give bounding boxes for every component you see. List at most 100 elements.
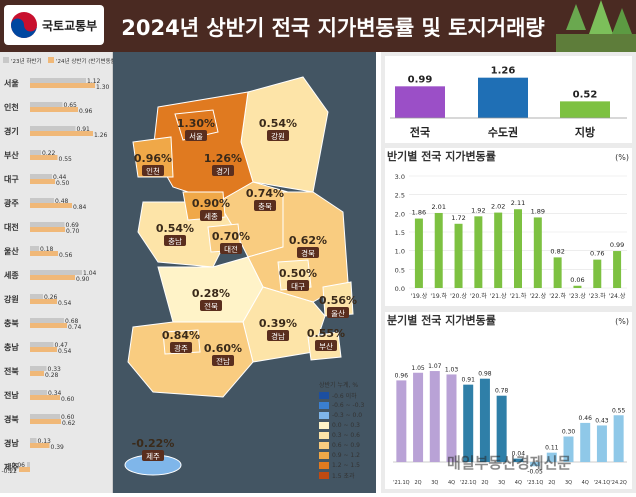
map-region-name: 제주 [146,452,160,461]
half-ytick: 0.0 [395,285,405,293]
quarter-bar [479,378,490,462]
map-legend-swatch [319,472,329,479]
half-value-label: 0.99 [610,241,624,249]
quarter-bar [446,374,457,462]
map-region-badge [200,300,222,311]
quarter-xtick: 2Q [415,480,422,486]
quarter-value-label: 0.46 [579,415,593,422]
half-xtick: '20.상 [450,292,467,300]
map-region-badge [170,342,192,353]
quarter-xtick: '23.1Q [527,480,544,486]
quarter-xtick: 2Q [548,480,555,486]
region-label: 인천 [4,102,19,112]
map-region-badge [315,340,337,351]
map-legend-item: 0.9 ~ 1.2 [319,451,364,460]
value-label-prev: 0.69 [66,222,80,229]
value-label-curr: 1.26 [94,132,108,139]
quarter-value-label: 0.04 [512,451,526,458]
map-value-label: 0.39% [259,317,297,330]
half-ytick: 3.0 [395,173,405,181]
korea-map: 1.30%서울0.96%인천1.26%경기0.54%강원0.90%세종0.74%… [124,76,357,476]
value-label-curr: 0.62 [62,420,76,427]
half-value-label: 2.01 [431,203,445,211]
map-legend-swatch [319,402,329,409]
page-title: 2024년 상반기 전국 지가변동률 및 토지거래량 [121,16,545,40]
map-legend-swatch [319,452,329,459]
half-bar [533,217,542,288]
half-xtick: '20.하 [470,292,487,300]
regional-bar-chart: '23년 하반기 '24년 상반기 (반기변동률, %) 서울 1.121.30 인천 0… [1,57,127,475]
bar-prev [30,222,65,227]
quarter-xtick: 4Q [448,480,455,486]
value-label-prev: -0.06 [9,462,25,469]
quarter-value-label: 1.03 [445,366,459,373]
bar-prev [30,318,64,323]
bar-curr [30,107,78,112]
map-legend-item: 1.5 초과 [319,471,364,480]
value-label-prev: 1.12 [87,78,101,85]
quarter-bar [580,422,591,462]
map-region-name: 강원 [271,131,285,141]
half-bar [593,259,602,288]
quarter-bar [530,462,541,467]
quarter-value-label: 0.55 [612,407,626,414]
map-value-label: 0.60% [204,342,242,355]
map-region-badge [164,235,186,246]
trees-decoration-icon [556,0,636,52]
map-legend-item: -0.3 ~ 0.0 [319,411,364,420]
half-xtick: '21.상 [490,292,507,300]
map-region-name: 세종 [204,212,218,221]
map-legend-item: 0.3 ~ 0.6 [319,431,364,440]
half-xtick: '22.상 [529,292,546,300]
half-bar [494,212,503,288]
bar-prev [30,366,47,371]
value-label-curr: 0.54 [58,300,72,307]
logo-text: 국토교통부 [42,19,98,33]
bar-curr [30,275,75,280]
map-region-badge [142,450,164,461]
value-label-prev: 0.44 [53,174,67,181]
bar-curr [30,299,57,304]
legend-label-curr: '24년 상반기 (반기변동률, %) [56,57,113,65]
half-bar [573,285,582,288]
map-legend-label: 0.3 ~ 0.6 [332,432,360,439]
map-region-badge [220,243,242,254]
map-legend-label: -0.6 이하 [332,393,357,400]
bar-curr [30,395,60,400]
half-value-label: 1.89 [531,207,545,215]
bar-prev [30,150,41,155]
map-legend-item: 1.2 ~ 1.5 [319,461,364,470]
map-region-badge [267,330,289,341]
half-value-label: 1.72 [451,214,465,222]
map-region-name: 충북 [258,202,272,211]
quarter-value-label: 0.78 [495,388,509,395]
value-label-curr: 1.30 [96,84,110,91]
legend-label-prev: '23년 하반기 [11,57,42,65]
bar-curr [30,419,61,424]
header-bar: 국토교통부 2024년 상반기 전국 지가변동률 및 토지거래량 [0,0,636,52]
quarter-xtick: 2Q [481,480,488,486]
quarter-value-label: 1.07 [428,363,442,370]
half-year-card: 반기별 전국 지가변동률 (%) 0.0 0.5 1.0 1.5 2.0 2.5 3.0 1.86… [385,148,632,306]
quarter-value-label: 0.91 [462,377,476,384]
value-label-curr: -0.22 [1,468,17,475]
summary-bar [395,86,445,118]
value-label-prev: 0.33 [48,366,62,373]
bar-curr [30,131,93,136]
half-xtick: '22.하 [549,292,566,300]
map-legend-label: 1.5 초과 [332,473,355,480]
region-label: 전남 [4,390,19,400]
summary-value-label: 1.26 [491,66,516,77]
bar-curr [30,83,95,88]
summary-value-label: 0.52 [573,89,598,100]
region-label: 경기 [4,126,19,136]
summary-category-label: 전국 [410,125,430,139]
half-bar [414,218,423,288]
quarter-value-label: 0.11 [545,445,559,452]
quarter-value-label: -0.05 [527,468,543,475]
map-region-name: 울산 [331,308,345,318]
map-value-label: 0.90% [192,197,230,210]
map-value-label: 0.28% [192,287,230,300]
bar-prev [30,78,86,83]
quarter-xtick: 3Q [565,480,572,486]
